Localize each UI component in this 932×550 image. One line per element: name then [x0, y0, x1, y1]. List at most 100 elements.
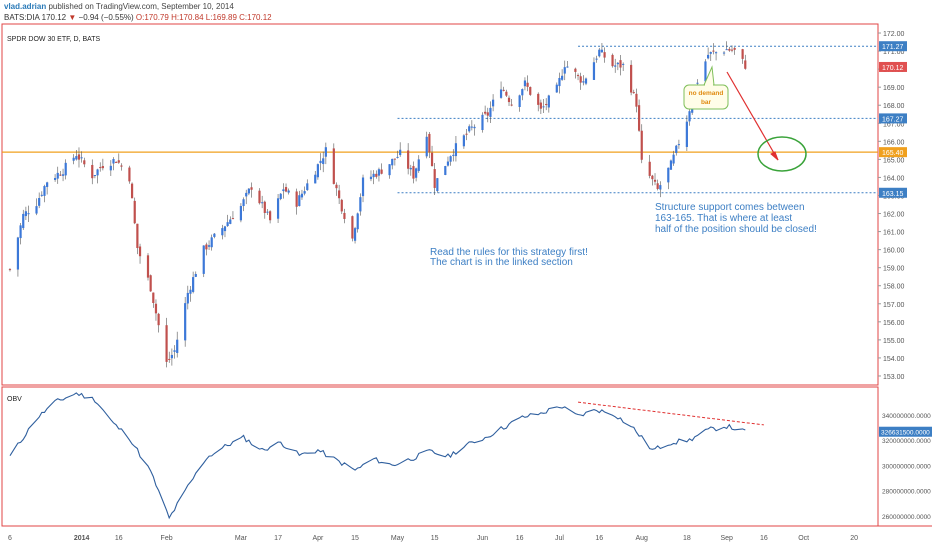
candle — [619, 54, 622, 76]
candle-body — [46, 182, 49, 187]
candle — [491, 94, 495, 112]
candle — [194, 271, 197, 278]
price-tick-label: 159.00 — [883, 266, 905, 273]
candle-body — [239, 205, 243, 221]
candle — [659, 181, 662, 198]
candle — [452, 149, 455, 162]
candle-body — [133, 200, 136, 224]
candle — [316, 163, 319, 180]
candle — [600, 42, 604, 53]
price-badge-label: 163.15 — [882, 191, 904, 198]
candle-body — [149, 275, 152, 292]
candle-body — [507, 97, 511, 103]
candle-body — [611, 54, 614, 67]
candle — [46, 181, 49, 195]
candle-body — [510, 104, 513, 106]
price-badge — [879, 187, 907, 198]
candle-body — [741, 49, 744, 59]
time-tick-label: May — [391, 535, 405, 542]
candle — [391, 158, 394, 170]
candle-body — [61, 174, 65, 176]
price-badge — [879, 113, 907, 124]
candle — [555, 82, 558, 93]
candle — [579, 72, 582, 90]
rules-note: The chart is in the linked section — [430, 257, 573, 268]
candle — [56, 166, 59, 184]
candle-body — [266, 211, 269, 213]
candle — [407, 143, 410, 175]
candle-body — [452, 154, 455, 156]
time-tick-label: 16 — [516, 535, 524, 542]
candle — [295, 188, 298, 215]
candle-body — [138, 246, 142, 257]
candle-body — [324, 147, 327, 157]
candle — [526, 75, 529, 92]
candle-body — [600, 49, 604, 53]
high-value: H:170.84 — [171, 13, 204, 22]
candle-body — [614, 65, 617, 67]
author-link[interactable]: vlad.adrian — [4, 2, 47, 11]
candle — [651, 174, 654, 186]
price-tick-label: 155.00 — [883, 338, 905, 345]
candle — [343, 208, 346, 224]
candle-body — [22, 213, 25, 229]
quote-line: BATS:DIA 170.12 ▼ −0.94 (−0.55%) O:170.7… — [4, 13, 272, 22]
candle — [409, 164, 412, 176]
candle — [133, 197, 136, 225]
candle — [462, 134, 465, 149]
candle — [584, 77, 588, 86]
candle-body — [430, 152, 434, 166]
candle — [53, 174, 57, 182]
candle — [298, 190, 301, 207]
price-tick-label: 166.00 — [883, 139, 905, 146]
candle-body — [322, 158, 325, 165]
target-arrow-head — [770, 151, 779, 161]
published-text: published on TradingView.com, September … — [48, 2, 234, 11]
candle — [430, 145, 434, 167]
candle-body — [38, 198, 41, 206]
candle-body — [399, 149, 402, 156]
candle-body — [444, 166, 447, 175]
candle-body — [59, 174, 62, 176]
candle-body — [226, 222, 229, 227]
publish-line: vlad.adrian published on TradingView.com… — [4, 2, 234, 11]
candle-body — [709, 52, 712, 54]
candle-body — [223, 226, 227, 232]
candle — [96, 168, 99, 184]
candle — [239, 203, 243, 223]
time-tick-label: 2014 — [74, 535, 90, 542]
time-tick-label: 15 — [431, 535, 439, 542]
candle-body — [473, 126, 476, 129]
candle-body — [595, 58, 598, 60]
candle — [730, 45, 734, 53]
candle-body — [669, 160, 673, 170]
main-pane-frame — [1, 23, 879, 386]
candle-body — [101, 166, 104, 169]
candle-body — [499, 89, 503, 98]
price-badge-label: 167.27 — [882, 116, 904, 123]
price-badge-label: 165.40 — [882, 150, 904, 157]
candle-body — [630, 64, 633, 93]
candle-body — [555, 84, 558, 93]
candle — [16, 236, 20, 277]
candle-body — [77, 154, 81, 160]
candle — [263, 200, 266, 219]
candle-body — [213, 233, 216, 237]
candle-body — [417, 159, 420, 171]
time-tick-label: Oct — [798, 535, 809, 542]
candle — [449, 155, 452, 166]
candle-body — [152, 292, 155, 303]
candle — [576, 73, 580, 81]
candle-body — [117, 160, 120, 163]
candle — [725, 41, 728, 51]
rules-note: Read the rules for this strategy first! — [430, 247, 588, 258]
candle — [192, 271, 195, 294]
candle-body — [19, 225, 22, 239]
price-tick-label: 154.00 — [883, 356, 905, 363]
candle — [675, 144, 678, 156]
candle-body — [120, 165, 123, 167]
last-price: 170.12 — [41, 13, 67, 22]
candle — [417, 155, 420, 173]
candle — [603, 47, 606, 63]
